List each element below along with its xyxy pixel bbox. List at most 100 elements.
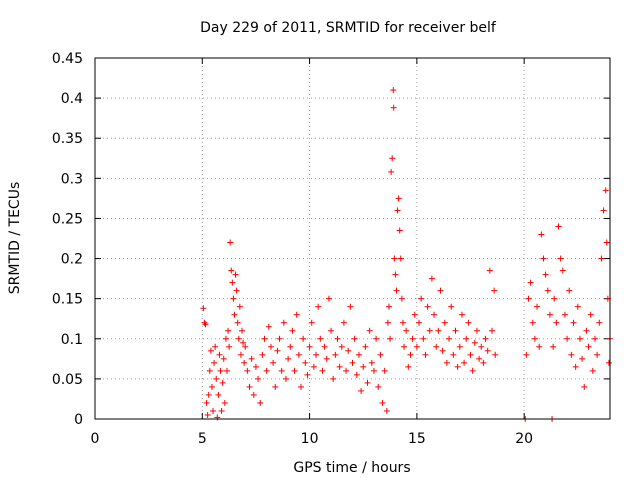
data-point — [213, 375, 220, 382]
data-point — [366, 327, 373, 334]
data-point — [338, 343, 345, 350]
data-point — [204, 411, 211, 418]
data-point — [531, 335, 538, 342]
data-point — [411, 311, 418, 318]
plot-frame — [94, 57, 611, 420]
data-point — [557, 255, 564, 262]
data-point — [424, 303, 431, 310]
data-point — [248, 355, 255, 362]
data-point — [343, 367, 350, 374]
data-point — [225, 327, 232, 334]
data-point — [385, 303, 392, 310]
data-point — [463, 335, 470, 342]
data-point — [559, 267, 566, 274]
data-point — [218, 407, 225, 414]
data-point — [265, 323, 272, 330]
data-point — [488, 327, 495, 334]
data-point — [377, 351, 384, 358]
data-point — [330, 375, 337, 382]
data-point — [591, 335, 598, 342]
data-point — [439, 347, 446, 354]
data-point — [347, 303, 354, 310]
data-point — [598, 255, 605, 262]
data-point — [226, 343, 233, 350]
data-point — [581, 383, 588, 390]
data-point — [452, 327, 459, 334]
data-point — [232, 271, 239, 278]
data-point — [276, 335, 283, 342]
x-tick-label: 5 — [198, 431, 207, 447]
x-axis-label: GPS time / hours — [293, 460, 410, 476]
data-point — [484, 347, 491, 354]
data-point — [403, 327, 410, 334]
data-point — [561, 311, 568, 318]
data-point — [328, 327, 335, 334]
data-point — [566, 287, 573, 294]
data-point — [321, 343, 328, 350]
data-point — [456, 343, 463, 350]
data-point — [399, 319, 406, 326]
data-point — [206, 367, 213, 374]
data-point — [553, 319, 560, 326]
data-point — [267, 343, 274, 350]
data-point — [461, 359, 468, 366]
data-point — [215, 391, 222, 398]
data-point — [491, 287, 498, 294]
data-point — [550, 343, 557, 350]
data-point — [325, 295, 332, 302]
data-point — [426, 327, 433, 334]
data-point — [546, 311, 553, 318]
data-point — [340, 319, 347, 326]
data-point — [282, 375, 289, 382]
data-point — [202, 321, 209, 328]
data-point — [394, 207, 401, 214]
data-point — [579, 355, 586, 362]
data-point — [387, 335, 394, 342]
data-point — [240, 339, 247, 346]
data-point — [228, 267, 235, 274]
data-point — [252, 363, 259, 370]
data-point — [544, 287, 551, 294]
data-point — [295, 351, 302, 358]
data-point — [401, 343, 407, 350]
data-point — [602, 187, 609, 194]
data-point — [585, 343, 592, 350]
data-point — [306, 343, 313, 350]
data-point — [576, 335, 583, 342]
data-point — [368, 359, 375, 366]
y-tick-label: 0.2 — [61, 252, 83, 268]
grid-lines — [95, 58, 610, 419]
data-markers — [200, 87, 613, 422]
y-tick-label: 0.25 — [52, 211, 83, 227]
data-point — [235, 335, 242, 342]
data-point — [594, 351, 601, 358]
y-tick-label: 0.15 — [52, 292, 83, 308]
data-point — [413, 343, 420, 350]
data-point — [222, 335, 229, 342]
data-point — [370, 367, 377, 374]
data-point — [270, 359, 277, 366]
data-point — [208, 383, 215, 390]
data-point — [572, 363, 579, 370]
data-point — [389, 155, 396, 162]
data-point — [293, 311, 300, 318]
data-point — [437, 287, 444, 294]
data-point — [203, 399, 210, 406]
data-point — [492, 351, 499, 358]
data-point — [542, 271, 549, 278]
data-point — [583, 327, 590, 334]
data-point — [525, 295, 532, 302]
data-point — [353, 371, 360, 378]
data-point — [233, 287, 240, 294]
data-point — [486, 267, 493, 274]
y-tick-label: 0 — [74, 412, 83, 428]
data-point — [396, 227, 403, 234]
data-point — [534, 303, 541, 310]
data-point — [393, 287, 400, 294]
data-point — [536, 343, 543, 350]
data-point — [480, 359, 487, 366]
data-point — [428, 275, 435, 282]
data-point — [263, 367, 270, 374]
data-point — [358, 387, 365, 394]
